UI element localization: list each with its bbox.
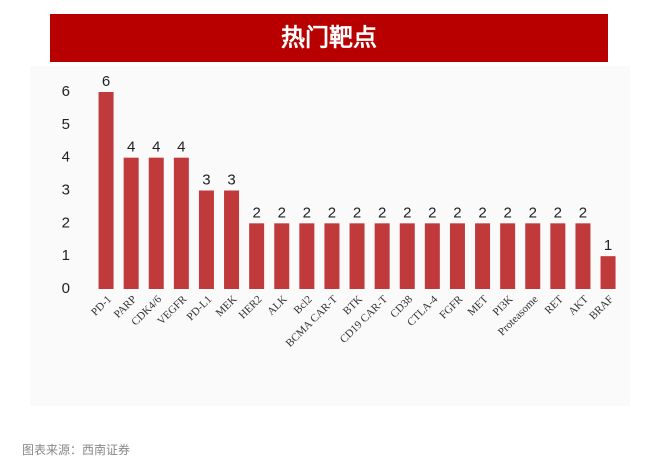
bar (299, 223, 315, 289)
bar (399, 223, 415, 289)
value-label: 2 (278, 204, 286, 221)
bar (148, 157, 164, 289)
bar (500, 223, 516, 289)
bar (224, 190, 240, 289)
value-label: 2 (303, 204, 311, 221)
value-label: 2 (252, 204, 260, 221)
bar (198, 190, 214, 289)
bar (349, 223, 365, 289)
value-label: 2 (353, 204, 361, 221)
y-tick-label: 5 (62, 116, 70, 133)
bar (173, 157, 189, 289)
bar (449, 223, 465, 289)
bar (525, 223, 541, 289)
bar (98, 92, 114, 289)
value-label: 2 (428, 204, 436, 221)
y-tick-label: 6 (62, 83, 70, 100)
value-label: 2 (478, 204, 486, 221)
bar (600, 256, 616, 289)
value-label: 3 (227, 171, 235, 188)
value-label: 2 (378, 204, 386, 221)
y-tick-label: 0 (62, 280, 70, 297)
source-note: 图表来源：西南证券 (22, 442, 130, 457)
bar (475, 223, 491, 289)
value-label: 2 (579, 204, 587, 221)
value-label: 2 (453, 204, 461, 221)
bar (274, 223, 290, 289)
y-tick-label: 4 (62, 149, 70, 166)
bar (249, 223, 265, 289)
bar (374, 223, 390, 289)
value-label: 4 (127, 139, 135, 156)
value-label: 2 (328, 204, 336, 221)
value-label: 2 (403, 204, 411, 221)
value-label: 1 (604, 237, 612, 254)
value-label: 2 (554, 204, 562, 221)
bar (550, 223, 566, 289)
bar (123, 157, 139, 289)
y-tick-label: 3 (62, 181, 70, 198)
value-label: 2 (503, 204, 511, 221)
bar (424, 223, 440, 289)
value-label: 6 (102, 73, 110, 90)
y-tick-label: 2 (62, 214, 70, 231)
value-label: 4 (152, 139, 160, 156)
title-banner (50, 14, 608, 62)
value-label: 4 (177, 139, 185, 156)
bar (324, 223, 340, 289)
y-tick-label: 1 (62, 247, 70, 264)
value-label: 2 (529, 204, 537, 221)
bar (575, 223, 591, 289)
chart-title: 热门靶点 (281, 23, 377, 51)
value-label: 3 (202, 171, 210, 188)
